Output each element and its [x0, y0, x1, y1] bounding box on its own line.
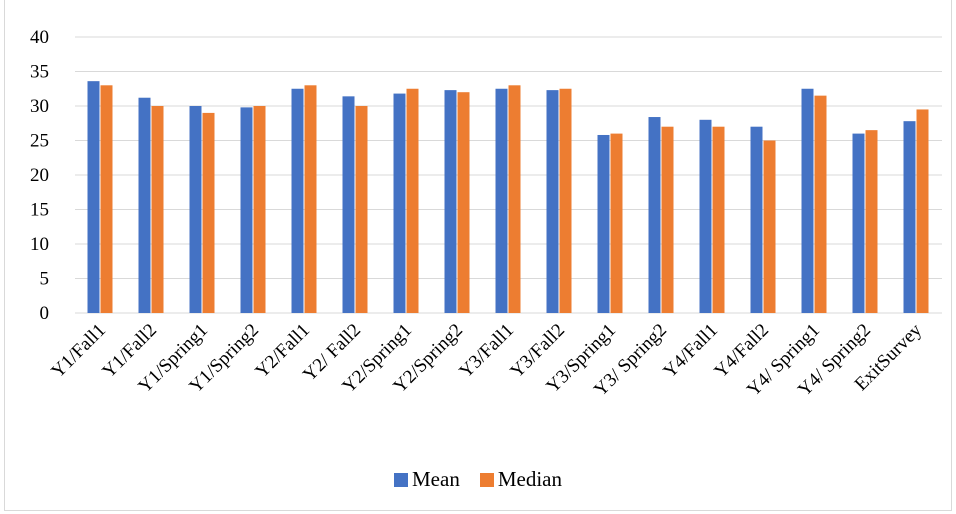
bar-median — [559, 88, 572, 313]
y-tick-label: 5 — [40, 269, 50, 290]
bar-mean — [240, 107, 253, 313]
y-tick-label: 20 — [30, 165, 49, 186]
bar-median — [865, 130, 878, 313]
bar-mean — [189, 106, 202, 313]
bar-mean — [393, 93, 406, 313]
bar-median — [661, 126, 674, 313]
bar-median — [457, 92, 470, 313]
x-category-label: Y1/Fall1 — [47, 320, 110, 383]
bar-median — [202, 112, 215, 314]
bar-median — [508, 85, 521, 313]
bar-mean — [87, 81, 100, 313]
bar-chart: 0 5 10 15 20 25 30 35 40 Y1/Fall1Y1/Fall2Y1/Spri… — [30, 27, 942, 401]
y-tick-label: 35 — [30, 62, 49, 83]
bar-mean — [750, 126, 763, 313]
bar-mean — [597, 134, 610, 313]
y-axis-ticks: 0 5 10 15 20 25 30 35 40 — [30, 27, 49, 324]
bar-mean — [138, 97, 151, 313]
legend-label-median: Median — [497, 467, 562, 491]
bar-mean — [495, 88, 508, 313]
legend-label-mean: Mean — [412, 467, 460, 491]
bar-mean — [699, 119, 712, 313]
legend-item-median: Median — [479, 467, 562, 492]
bar-mean — [291, 88, 304, 313]
bar-median — [814, 95, 827, 314]
bar-median — [304, 85, 317, 313]
bar-median — [916, 109, 929, 313]
bar-mean — [546, 90, 559, 313]
bar-mean — [342, 96, 355, 313]
bar-mean — [648, 117, 661, 313]
x-category-label: Y4/Fall1 — [659, 320, 722, 383]
bar-median — [151, 106, 164, 313]
bar-median — [253, 106, 266, 313]
y-tick-label: 0 — [40, 303, 50, 324]
bar-median — [712, 126, 725, 313]
bar-median — [610, 133, 623, 313]
legend: Mean Median — [0, 467, 956, 492]
y-tick-label: 10 — [30, 234, 49, 255]
bar-median — [355, 106, 368, 313]
bars — [87, 81, 929, 314]
y-tick-label: 40 — [30, 27, 49, 48]
x-category-label: Y3/Fall1 — [455, 320, 518, 383]
bar-mean — [903, 121, 916, 314]
bar-median — [100, 85, 113, 313]
legend-swatch-median — [479, 472, 494, 487]
bar-median — [406, 88, 419, 313]
y-tick-label: 30 — [30, 96, 49, 117]
bar-median — [763, 140, 776, 313]
x-axis-labels: Y1/Fall1Y1/Fall2Y1/Spring1Y1/Spring2Y2/F… — [47, 319, 926, 400]
bar-mean — [852, 133, 865, 313]
y-tick-label: 25 — [30, 131, 49, 152]
legend-item-mean: Mean — [394, 467, 460, 492]
bar-mean — [444, 90, 457, 313]
bar-mean — [801, 88, 814, 313]
y-tick-label: 15 — [30, 200, 49, 221]
legend-swatch-mean — [394, 472, 408, 487]
